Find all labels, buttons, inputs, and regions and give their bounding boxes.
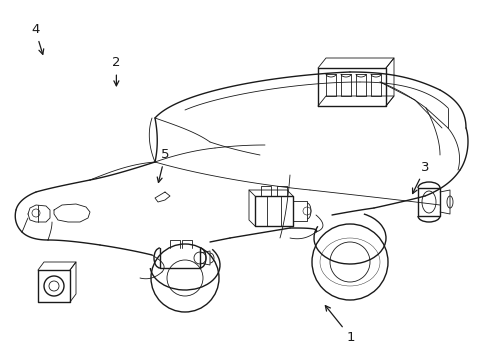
Text: 3: 3	[412, 161, 429, 194]
Text: 1: 1	[325, 306, 355, 344]
Text: 2: 2	[112, 57, 121, 86]
Text: 4: 4	[31, 23, 43, 54]
Text: 5: 5	[157, 148, 169, 183]
